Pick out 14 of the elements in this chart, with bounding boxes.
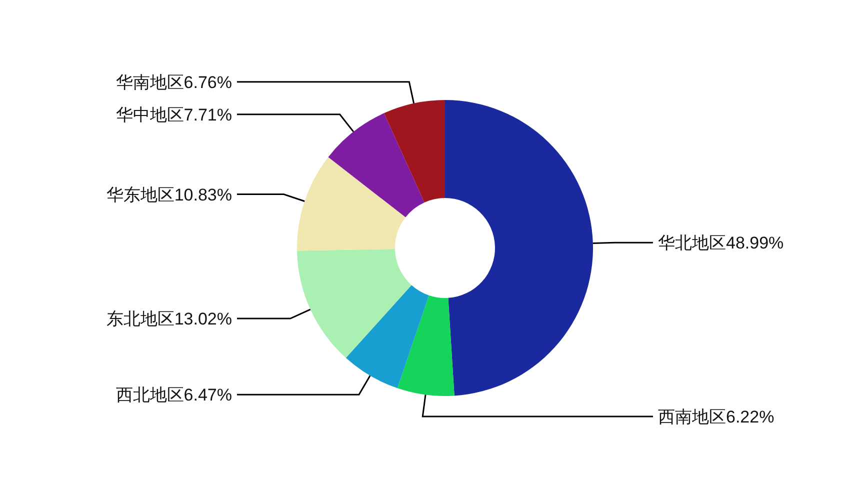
slice-label: 华东地区 — [106, 185, 174, 204]
slice-label: 华北地区 — [658, 234, 726, 253]
slice-label: 华中地区 — [116, 105, 184, 124]
slice-label: 东北地区 — [106, 310, 174, 329]
data-label: 6.47% — [184, 386, 232, 405]
slice-label: 西北地区 — [116, 386, 184, 405]
slice-label: 西南地区 — [658, 408, 726, 427]
data-label: 48.99% — [726, 234, 784, 253]
slice-label: 华南地区 — [116, 72, 184, 92]
data-label: 13.02% — [174, 310, 232, 329]
data-label: 6.22% — [726, 408, 774, 427]
data-label: 10.83% — [174, 185, 232, 204]
data-label: 6.76% — [184, 72, 232, 92]
data-label: 7.71% — [184, 105, 232, 124]
